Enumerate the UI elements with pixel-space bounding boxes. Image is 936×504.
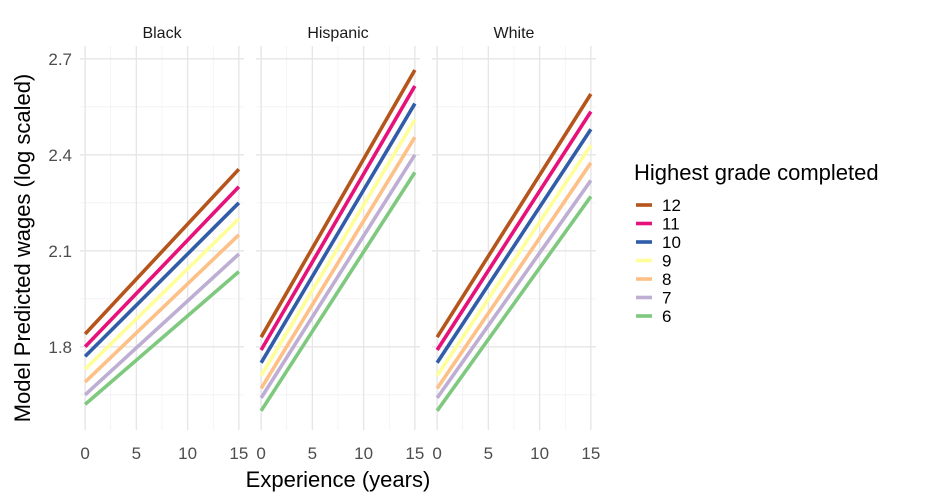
x-tick-label: 0 <box>80 444 89 463</box>
x-tick-label: 0 <box>256 444 265 463</box>
series-line-7 <box>83 252 241 397</box>
legend-item: 9 <box>636 252 671 271</box>
legend-item: 10 <box>636 233 681 252</box>
panel-white: White 0 5 10 15 <box>432 25 600 463</box>
legend-item: 12 <box>636 196 681 215</box>
series-line-6 <box>435 195 593 412</box>
legend-label: 12 <box>662 196 681 215</box>
series-line-12 <box>83 167 241 336</box>
chart-panels: Black 0 5 10 15 Hispanic 0 5 10 15 White 0 5 10 15 <box>80 25 600 463</box>
series-line-6 <box>83 270 241 406</box>
series-line-12 <box>435 93 593 339</box>
x-axis-title: Experience (years) <box>246 467 431 492</box>
series-line-6 <box>259 171 417 412</box>
x-tick-label: 5 <box>308 444 317 463</box>
series-line-10 <box>259 102 417 364</box>
y-axis-title: Model Predicted wages (log scaled) <box>10 74 35 423</box>
panel-black: Black 0 5 10 15 <box>80 25 248 463</box>
y-axis: 1.8 2.1 2.4 2.7 <box>48 50 72 357</box>
y-tick-label: 2.4 <box>48 146 72 165</box>
series-line-8 <box>435 161 593 390</box>
series-line-8 <box>259 136 417 390</box>
series-line-7 <box>259 153 417 399</box>
legend-item: 7 <box>636 289 671 308</box>
series-line-8 <box>83 233 241 384</box>
x-tick-label: 15 <box>229 444 248 463</box>
series-line-11 <box>83 185 241 349</box>
y-tick-label: 2.7 <box>48 50 72 69</box>
y-tick-label: 1.8 <box>48 338 72 357</box>
x-tick-label: 10 <box>178 444 197 463</box>
legend-label: 6 <box>662 307 671 326</box>
series-line-12 <box>259 69 417 339</box>
y-tick-label: 2.1 <box>48 242 72 261</box>
series-line-11 <box>435 110 593 351</box>
x-tick-label: 15 <box>405 444 424 463</box>
x-tick-label: 10 <box>530 444 549 463</box>
series-line-7 <box>435 179 593 400</box>
legend-label: 11 <box>662 215 680 234</box>
legend-item: 11 <box>636 215 680 234</box>
series-line-9 <box>259 118 417 377</box>
series-line-10 <box>83 201 241 358</box>
legend-label: 9 <box>662 252 671 271</box>
series-line-11 <box>259 85 417 351</box>
series-line-9 <box>435 144 593 377</box>
panel-hispanic: Hispanic 0 5 10 15 <box>256 25 424 463</box>
x-tick-label: 10 <box>354 444 373 463</box>
legend-label: 7 <box>662 289 671 308</box>
x-tick-label: 5 <box>132 444 141 463</box>
series-line-9 <box>83 217 241 371</box>
x-tick-label: 0 <box>432 444 441 463</box>
facet-label: Black <box>142 25 182 42</box>
series-line-10 <box>435 128 593 364</box>
x-tick-label: 5 <box>484 444 493 463</box>
facet-label: White <box>494 25 535 42</box>
x-tick-label: 15 <box>581 444 600 463</box>
legend-item: 6 <box>636 307 671 326</box>
facet-label: Hispanic <box>307 25 368 42</box>
legend-label: 10 <box>662 233 681 252</box>
legend-title: Highest grade completed <box>634 160 879 185</box>
legend-item: 8 <box>636 270 671 289</box>
legend-label: 8 <box>662 270 671 289</box>
